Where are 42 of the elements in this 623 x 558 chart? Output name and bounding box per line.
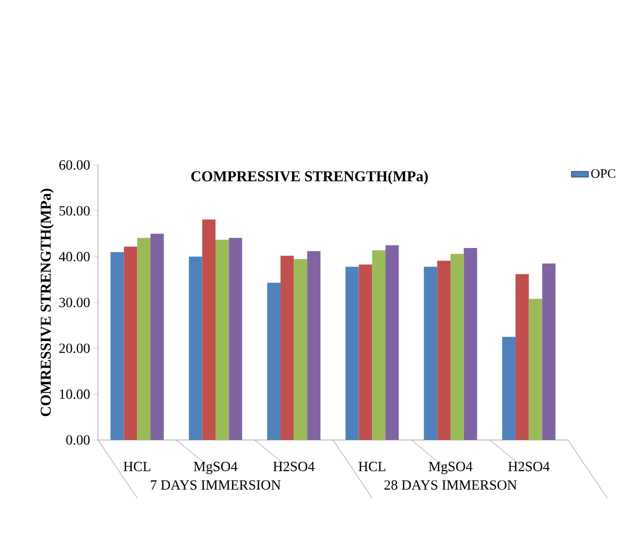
bar bbox=[385, 245, 399, 440]
chart-title: COMPRESSIVE STRENGTH(MPa) bbox=[191, 170, 428, 184]
y-tick-label: 40.00 bbox=[58, 252, 90, 262]
y-tick-label: 30.00 bbox=[59, 298, 90, 308]
y-tick-label: 0.00 bbox=[66, 435, 90, 445]
x-tick-label: MgSO4 bbox=[428, 462, 472, 474]
text: 28 DAYS IMMERSON bbox=[384, 480, 517, 490]
bar bbox=[110, 252, 124, 440]
y-tick-label: 10.00 bbox=[60, 389, 90, 399]
bar bbox=[202, 220, 216, 440]
bar bbox=[294, 258, 308, 440]
y-tick-label: 60.00 bbox=[59, 160, 90, 170]
bar bbox=[307, 251, 320, 440]
bar bbox=[267, 282, 281, 440]
x-tick-label: H2SO4 bbox=[273, 462, 315, 472]
bar bbox=[372, 250, 386, 440]
bar bbox=[137, 238, 150, 440]
y-tick-label: 50.00 bbox=[60, 206, 90, 216]
bar bbox=[188, 256, 202, 440]
bar bbox=[228, 238, 242, 440]
x-tick-label: H2SO4 bbox=[508, 462, 550, 472]
x-tick-label: HCL bbox=[124, 462, 150, 472]
bar bbox=[450, 254, 464, 440]
y-axis-title: COMRESSIVE STRENGTH(MPa) bbox=[40, 188, 54, 416]
bar bbox=[346, 266, 359, 440]
x-tick-label: HCL bbox=[358, 462, 386, 472]
y-tick-label: 20.00 bbox=[59, 344, 90, 354]
bar bbox=[502, 336, 516, 440]
bar bbox=[124, 246, 138, 440]
bar bbox=[150, 234, 164, 440]
bar bbox=[516, 274, 529, 440]
bar bbox=[280, 256, 294, 440]
x-tick-label: MgSO4 bbox=[194, 462, 238, 474]
bar bbox=[358, 264, 372, 440]
text: 7 DAYS IMMERSION bbox=[150, 480, 281, 490]
bar bbox=[216, 240, 229, 440]
bar bbox=[528, 298, 542, 440]
legend-label: OPC bbox=[591, 169, 616, 178]
bar bbox=[464, 248, 478, 440]
bar bbox=[542, 264, 556, 440]
bar bbox=[424, 266, 438, 440]
bar bbox=[437, 260, 450, 440]
